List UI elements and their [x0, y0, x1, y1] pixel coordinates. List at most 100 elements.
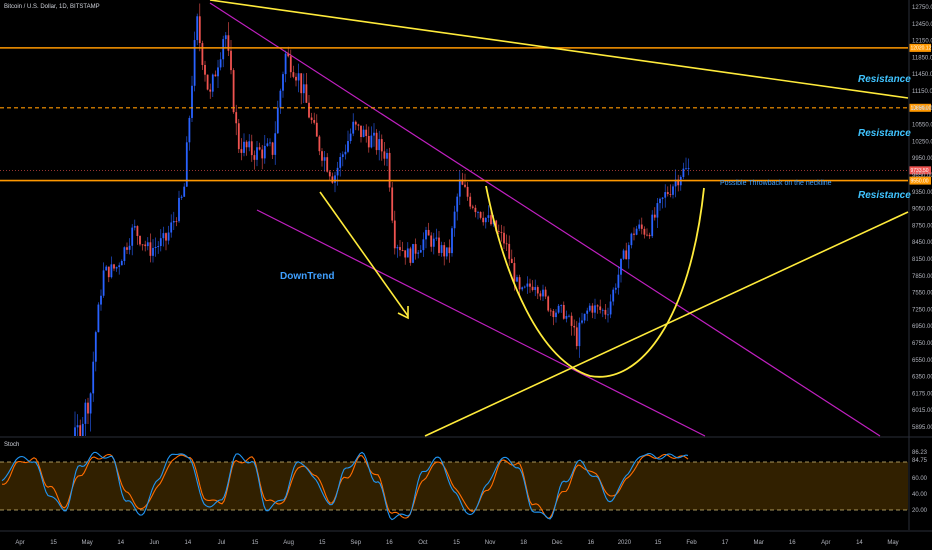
- candle-body: [555, 312, 557, 318]
- time-axis-tick-label: Feb: [686, 540, 697, 546]
- time-axis-tick-label: 14: [856, 540, 863, 546]
- price-axis-tick-label: 6015.00: [912, 408, 932, 414]
- candle-body: [76, 425, 79, 428]
- candle-body: [279, 90, 282, 108]
- candle-body: [105, 266, 108, 271]
- candle-body: [620, 258, 622, 275]
- time-axis-tick-label: 2020: [618, 540, 632, 546]
- candle-body: [276, 107, 279, 134]
- price-axis-tick-label: 11850.00: [912, 55, 932, 61]
- candle-body: [120, 260, 123, 266]
- price-axis-tick-label: 6550.00: [912, 358, 932, 364]
- candle-body: [534, 287, 537, 291]
- candle-body: [84, 402, 87, 424]
- candle-body: [591, 305, 594, 313]
- time-axis-tick-label: Mar: [754, 540, 764, 546]
- candle-body: [503, 232, 505, 244]
- stoch-title: Stoch: [4, 442, 19, 448]
- candle-body: [373, 132, 375, 136]
- candle-body: [167, 232, 170, 241]
- candle-body: [139, 235, 141, 245]
- candle-body: [378, 139, 381, 151]
- price-axis: 12750.00 12450.00 12150.00 11850.00 11450.00…: [908, 0, 932, 530]
- time-axis-tick-label: Oct: [418, 540, 428, 546]
- stoch-k-line: [1, 451, 689, 521]
- candle-body: [401, 250, 404, 251]
- candle-body: [588, 305, 591, 311]
- candle-body: [206, 74, 209, 90]
- candle-body: [609, 301, 612, 315]
- price-axis-tick-label: 8750.00: [912, 223, 932, 229]
- candle-body: [435, 237, 438, 239]
- candle-body: [126, 247, 128, 250]
- candle-body: [549, 310, 552, 312]
- candle-body: [497, 231, 500, 233]
- price-axis-tick-label: 9650.00: [912, 173, 932, 179]
- candle-body: [370, 135, 373, 148]
- candle-body: [81, 423, 84, 436]
- candle-body: [170, 222, 173, 233]
- candle-body: [568, 315, 570, 317]
- candle-body: [165, 233, 167, 241]
- candle-body: [300, 73, 303, 94]
- time-axis-tick-label: 17: [722, 540, 729, 546]
- candle-body: [230, 50, 232, 71]
- time-axis-tick-label: 15: [319, 540, 326, 546]
- candle-body: [640, 224, 643, 229]
- candle-body: [661, 197, 664, 199]
- candle-body: [232, 70, 235, 113]
- channel-lower-line: [256, 209, 706, 437]
- candle-body: [352, 121, 355, 134]
- candle-body: [344, 151, 347, 155]
- candle-body: [453, 211, 456, 229]
- resistance-label-top: Resistance: [858, 74, 911, 85]
- candle-body: [360, 125, 362, 137]
- price-axis-tick-label: 7850.00: [912, 274, 932, 280]
- stoch-axis-tick-label: 20.00: [912, 508, 928, 514]
- candle-body: [204, 64, 206, 75]
- candle-body: [328, 171, 331, 177]
- candle-body: [263, 145, 266, 159]
- candle-body: [653, 214, 656, 218]
- time-axis-tick-label: May: [81, 540, 92, 546]
- candle-body: [508, 243, 511, 259]
- candle-body: [552, 310, 555, 318]
- candle-body: [526, 283, 529, 287]
- downtrend-arrowhead: [397, 306, 409, 320]
- candle-body: [672, 186, 674, 195]
- candle-body: [284, 53, 287, 75]
- candle-body: [560, 305, 563, 306]
- candle-body: [466, 186, 469, 197]
- candle-body: [250, 141, 253, 156]
- time-axis-tick-label: Dec: [552, 540, 563, 546]
- resistance-price-tag-label: 9550.00: [911, 178, 929, 184]
- candle-body: [100, 295, 102, 305]
- candle-body: [266, 143, 269, 146]
- candle-body: [224, 35, 227, 40]
- candle-body: [596, 305, 599, 307]
- candle-body: [357, 124, 360, 126]
- candle-body: [575, 327, 578, 347]
- candle-body: [144, 244, 147, 247]
- candle-body: [521, 287, 524, 290]
- candle-body: [659, 198, 661, 204]
- candle-body: [601, 309, 604, 311]
- candle-body: [339, 157, 342, 168]
- candle-body: [365, 129, 368, 136]
- candle-body: [388, 152, 391, 188]
- candle-body: [531, 286, 534, 291]
- candle-body: [594, 305, 596, 313]
- candle-body: [172, 221, 175, 223]
- candle-body: [482, 217, 485, 223]
- time-axis-tick-label: Aug: [283, 540, 294, 546]
- candle-body: [646, 234, 648, 236]
- time-axis-tick-label: 14: [117, 540, 124, 546]
- candle-body: [349, 133, 352, 142]
- time-axis-tick-label: Sep: [350, 540, 361, 546]
- candle-body: [651, 214, 654, 237]
- candle-body: [188, 117, 191, 143]
- candle-body: [510, 258, 513, 264]
- candle-body: [412, 244, 414, 263]
- candle-body: [321, 151, 323, 161]
- candle-body: [362, 129, 365, 137]
